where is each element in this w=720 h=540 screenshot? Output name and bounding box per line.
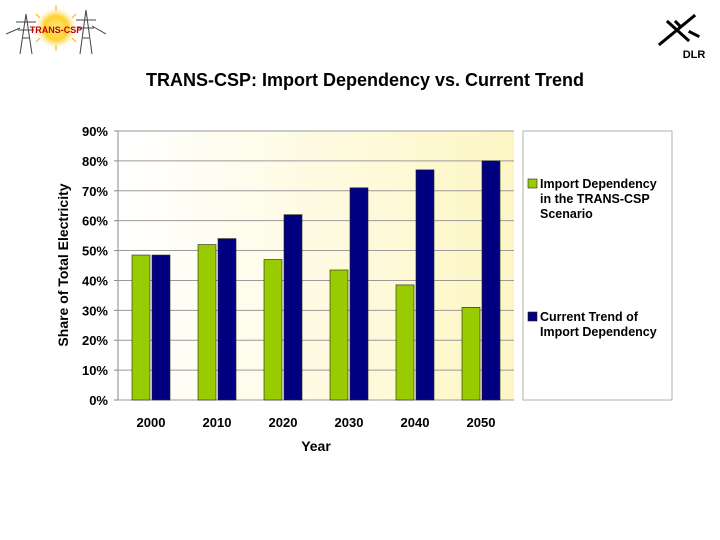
legend-label-trans-csp: Scenario	[540, 207, 593, 221]
y-tick-label: 40%	[82, 273, 108, 288]
legend-label-current-trend: Current Trend of	[540, 310, 639, 324]
bar-trans-csp-2010	[197, 244, 217, 401]
bar-current-trend-2040	[415, 169, 435, 401]
bar-trans-csp-2050	[461, 307, 481, 401]
bar-current-trend-2020	[283, 214, 303, 401]
chart-title: TRANS-CSP: Import Dependency vs. Current…	[145, 70, 585, 90]
sun-icon	[35, 5, 77, 51]
dlr-airplane-icon	[657, 13, 701, 47]
x-tick-label: 2010	[203, 415, 232, 430]
pylon-left-icon	[6, 13, 36, 55]
y-tick-label: 80%	[82, 154, 108, 169]
bar-trans-csp-2020	[263, 259, 283, 401]
bar-trans-csp-2000	[131, 254, 151, 401]
y-tick-label: 70%	[82, 184, 108, 199]
y-tick-label: 30%	[82, 303, 108, 318]
y-tick-label: 20%	[82, 333, 108, 348]
dlr-logo: DLR	[657, 13, 706, 61]
trans-csp-logo: TRANS-CSP	[6, 5, 106, 55]
y-tick-label: 50%	[82, 244, 108, 259]
plot-area	[118, 131, 514, 400]
x-axis-label: Year	[301, 438, 331, 454]
legend-swatch-current-trend	[527, 311, 538, 322]
bar-trans-csp-2040	[395, 284, 415, 401]
bar-current-trend-2050	[481, 160, 501, 401]
x-tick-label: 2000	[137, 415, 166, 430]
bar-current-trend-2030	[349, 187, 369, 401]
y-tick-label: 90%	[82, 124, 108, 139]
x-tick-label: 2050	[467, 415, 496, 430]
bar-current-trend-2010	[217, 238, 237, 401]
legend-label-trans-csp: Import Dependency	[540, 177, 657, 191]
x-tick-label: 2020	[269, 415, 298, 430]
legend-box	[522, 130, 673, 401]
x-tick-label: 2040	[401, 415, 430, 430]
x-tick-label: 2030	[335, 415, 364, 430]
y-axis-label: Share of Total Electricity	[55, 183, 71, 346]
bar-trans-csp-2030	[329, 269, 349, 401]
dlr-logo-text: DLR	[683, 49, 706, 61]
pylon-right-icon	[76, 9, 106, 55]
legend-label-trans-csp: in the TRANS-CSP	[540, 192, 650, 206]
y-tick-label: 60%	[82, 214, 108, 229]
legend-swatch-trans-csp	[527, 178, 538, 189]
bar-current-trend-2000	[151, 254, 171, 401]
legend-label-current-trend: Import Dependency	[540, 325, 657, 339]
trans-csp-logo-text: TRANS-CSP	[30, 25, 83, 35]
y-tick-label: 10%	[82, 363, 108, 378]
y-tick-label: 0%	[89, 393, 108, 408]
